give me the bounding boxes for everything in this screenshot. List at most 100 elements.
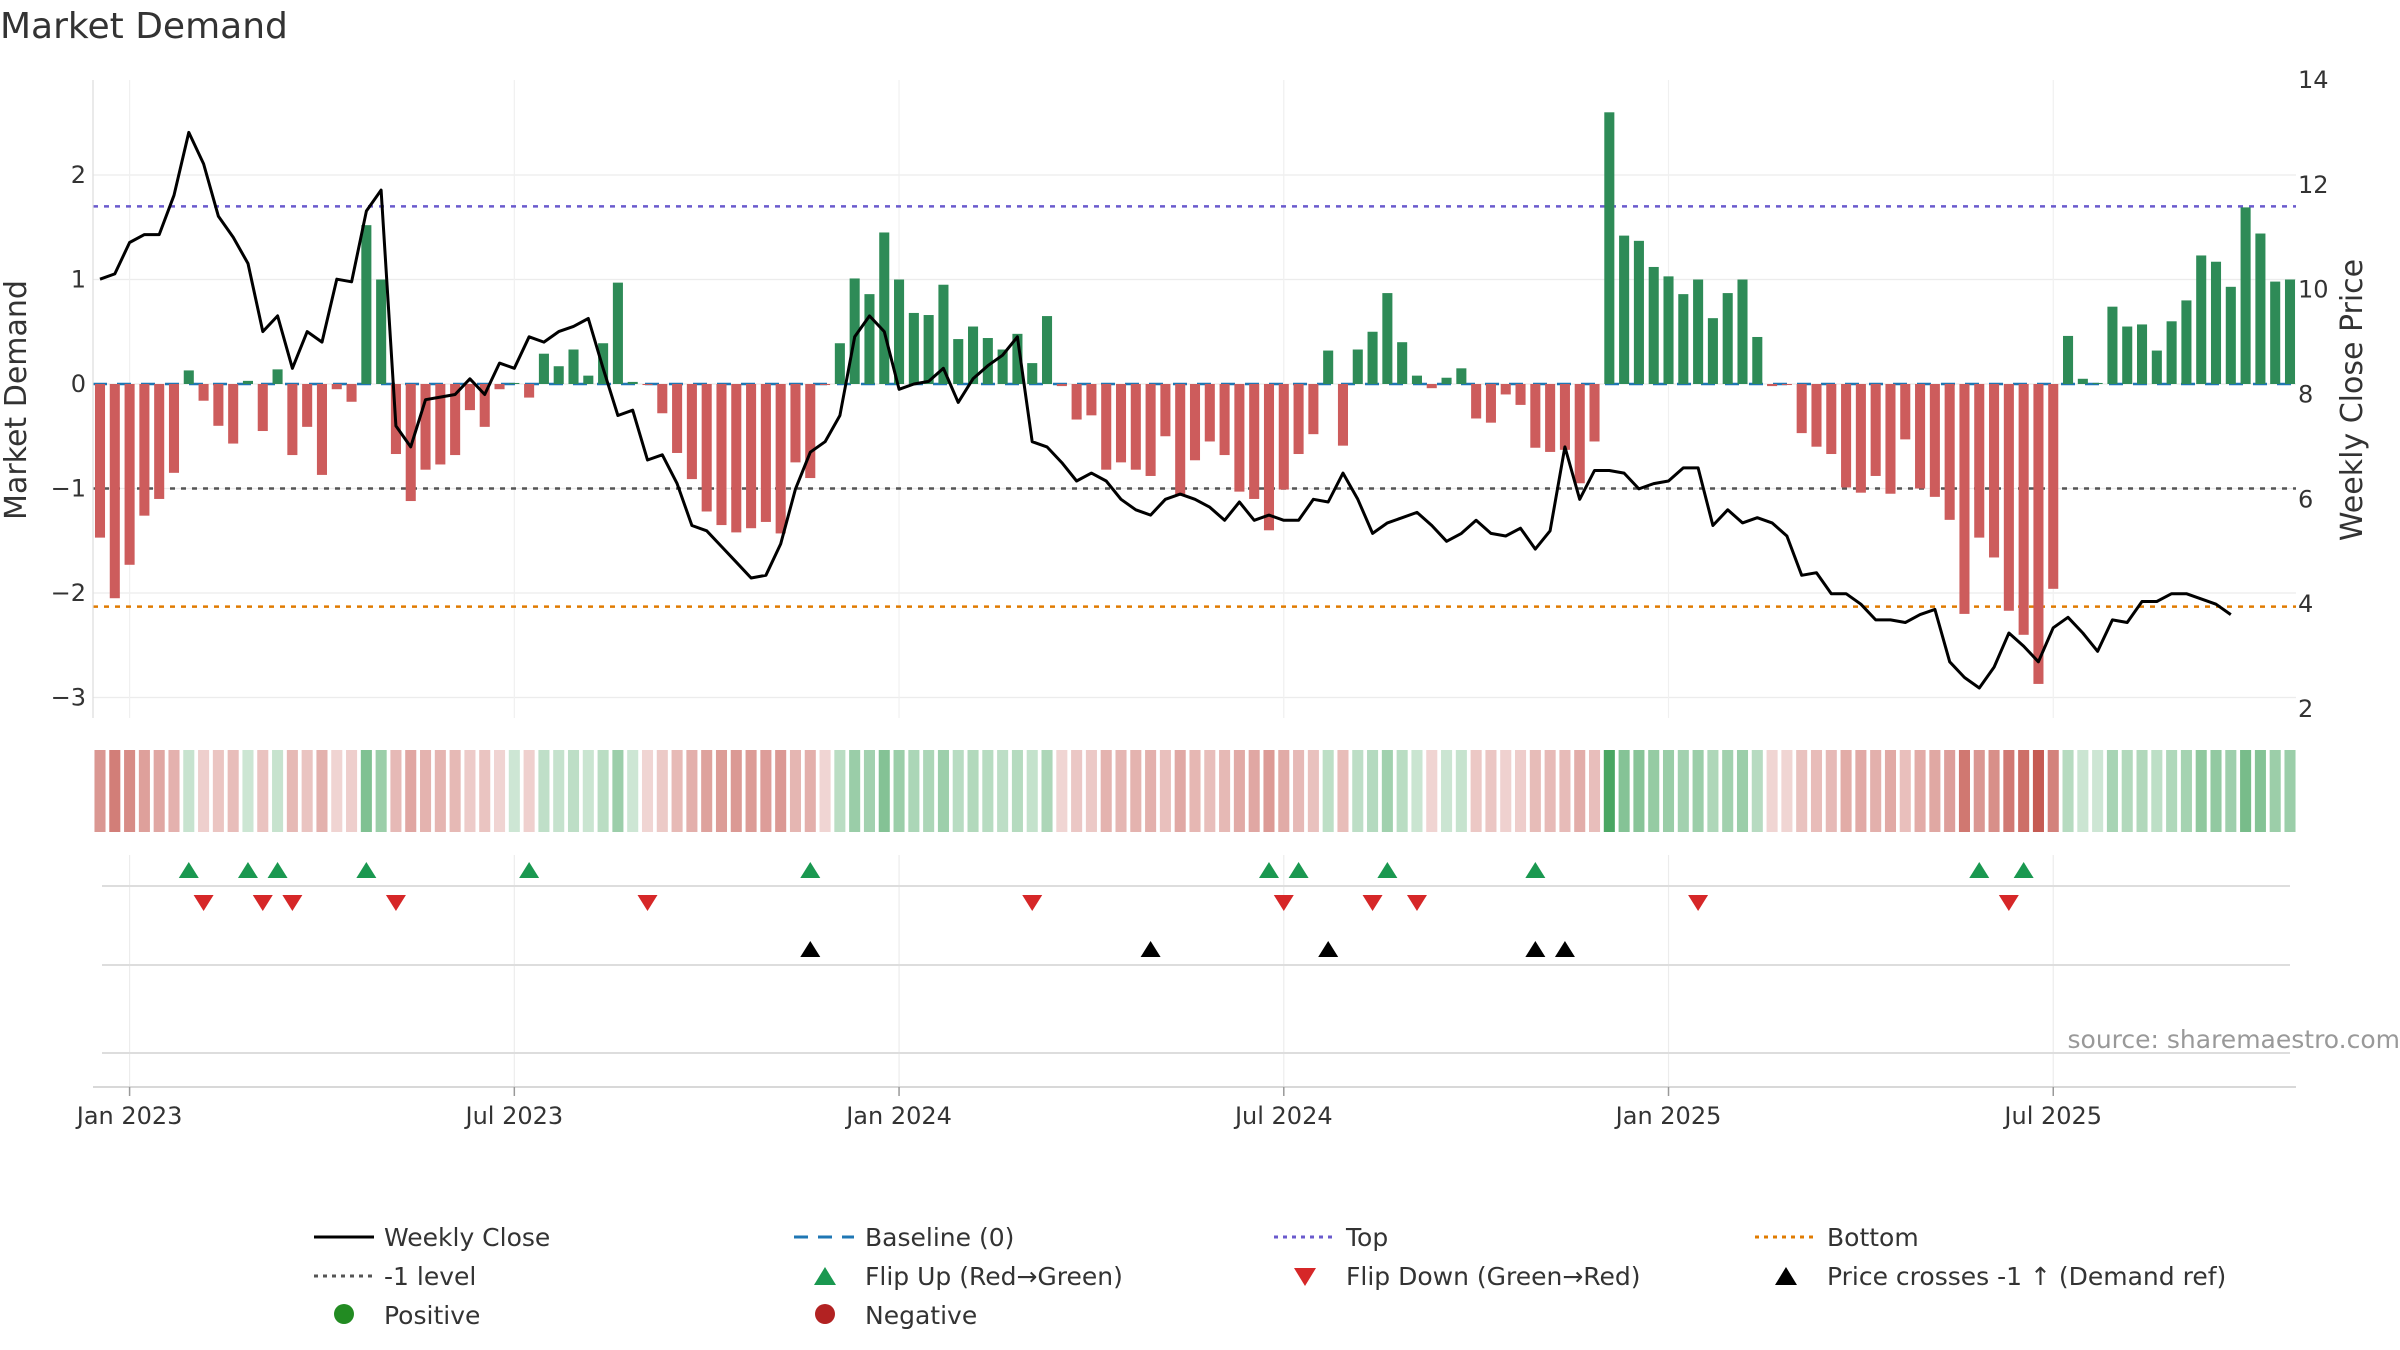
- demand-bar: [183, 370, 194, 384]
- demand-bar: [420, 384, 431, 470]
- heat-cell: [316, 750, 328, 832]
- heat-cell: [1485, 750, 1497, 832]
- flip-down-marker: [1998, 895, 2019, 911]
- heat-cell: [656, 750, 668, 832]
- heat-cell: [1825, 750, 1837, 832]
- demand-bar: [1456, 368, 1467, 384]
- demand-bar: [834, 343, 845, 384]
- heat-cell: [1145, 750, 1157, 832]
- y-tick-label: −1: [51, 475, 86, 503]
- heat-cell: [553, 750, 565, 832]
- demand-bar: [1515, 384, 1526, 405]
- demand-bar: [775, 384, 786, 534]
- y-tick-label: 2: [71, 161, 86, 189]
- heat-cell: [479, 750, 491, 832]
- demand-bar: [1278, 384, 1289, 490]
- demand-bar: [1056, 384, 1067, 387]
- demand-bar: [1175, 384, 1186, 496]
- heat-cell: [523, 750, 535, 832]
- demand-bar: [642, 384, 653, 386]
- source-credit: source: sharemaestro.com: [2068, 1025, 2400, 1054]
- heat-cell: [1263, 750, 1275, 832]
- heat-cell: [1426, 750, 1438, 832]
- demand-bar: [272, 369, 283, 384]
- demand-bar: [2181, 300, 2192, 384]
- demand-bar: [479, 384, 490, 427]
- heat-cell: [1766, 750, 1778, 832]
- heat-cell: [1736, 750, 1749, 832]
- demand-bar: [464, 384, 475, 411]
- demand-bar: [2122, 326, 2133, 384]
- price-cross-marker: [1140, 941, 1161, 957]
- heat-cell: [360, 750, 372, 832]
- heat-cell: [1603, 750, 1615, 832]
- demand-bar: [2255, 233, 2266, 384]
- demand-bar: [287, 384, 298, 456]
- heat-cell: [538, 750, 550, 832]
- demand-bar: [1071, 384, 1082, 420]
- heat-cell: [1633, 750, 1645, 832]
- demand-bar: [1160, 384, 1171, 437]
- flip-up-marker: [1377, 862, 1398, 878]
- demand-bar: [2077, 378, 2088, 384]
- heat-cell: [982, 750, 994, 832]
- heat-cell: [997, 750, 1009, 832]
- heat-cell: [1958, 750, 1970, 832]
- demand-bar: [672, 384, 683, 453]
- flip-down-marker: [193, 895, 214, 911]
- heat-cell: [908, 750, 920, 832]
- demand-bar: [1337, 384, 1349, 446]
- demand-bar: [494, 384, 505, 390]
- heat-cell: [1307, 750, 1319, 832]
- demand-bar: [1619, 235, 1630, 384]
- heat-cell: [1781, 750, 1793, 832]
- heat-cell: [1293, 750, 1305, 832]
- heat-cell: [390, 750, 402, 832]
- demand-bar: [2033, 384, 2044, 684]
- heat-cell: [2106, 750, 2118, 832]
- demand-bar: [94, 384, 106, 538]
- demand-bar: [2092, 382, 2103, 384]
- demand-bar: [2225, 286, 2236, 384]
- demand-bar: [2063, 335, 2074, 384]
- heat-cell: [1219, 750, 1231, 832]
- heat-cell: [1278, 750, 1290, 832]
- heat-cell: [1751, 750, 1763, 832]
- heat-cell: [138, 750, 150, 832]
- flip-up-marker: [237, 862, 258, 878]
- price-line-layer: [99, 130, 2232, 690]
- demand-bar: [1426, 384, 1437, 389]
- heat-cell: [168, 750, 180, 832]
- demand-bar: [731, 384, 742, 533]
- demand-bar: [1101, 384, 1112, 470]
- y-tick-label: 1: [71, 266, 86, 294]
- demand-bar: [1915, 384, 1926, 489]
- legend-flip-up-swatch: [814, 1267, 836, 1285]
- heat-cell: [1914, 750, 1926, 832]
- heat-cell: [1648, 750, 1660, 832]
- heat-cell: [1810, 750, 1823, 832]
- heat-cell: [1515, 750, 1527, 832]
- demand-bar: [1441, 377, 1452, 384]
- demand-bar: [242, 380, 254, 384]
- heat-strip: [94, 750, 2296, 832]
- heat-cell: [1026, 750, 1038, 832]
- demand-bar: [938, 284, 949, 384]
- heat-cell: [849, 750, 861, 832]
- heat-cell: [937, 750, 949, 832]
- demand-bar: [361, 225, 372, 384]
- demand-bar: [450, 384, 461, 456]
- heat-cell: [923, 750, 935, 832]
- heat-cell: [2225, 750, 2237, 832]
- heat-cell: [1130, 750, 1142, 832]
- flip-up-marker: [2013, 862, 2034, 878]
- demand-bar: [1693, 279, 1704, 384]
- heat-cell: [612, 750, 624, 832]
- heat-cell: [701, 750, 713, 832]
- legend-weekly-close-label: Weekly Close: [384, 1223, 550, 1252]
- heat-cell: [227, 750, 239, 832]
- x-tick-label: Jul 2025: [2002, 1102, 2102, 1130]
- flip-up-marker: [1288, 862, 1309, 878]
- heat-cell: [242, 750, 254, 832]
- flip-up-marker: [178, 862, 199, 878]
